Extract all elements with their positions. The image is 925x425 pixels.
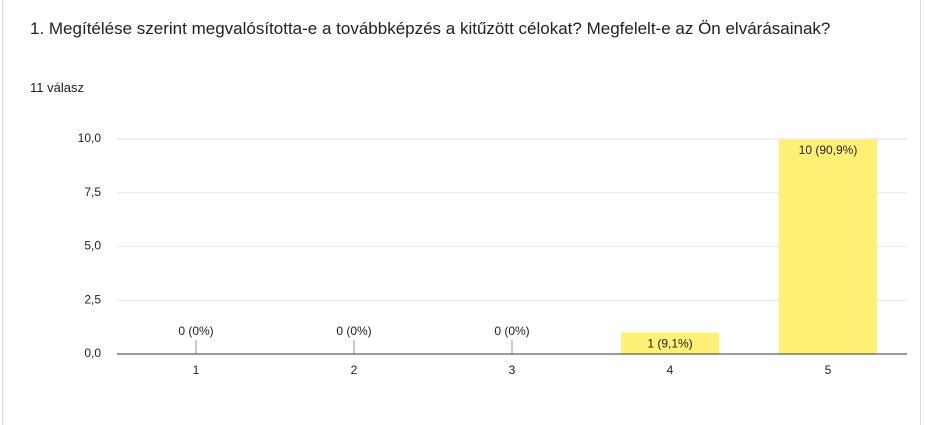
value-label: 0 (0%) (336, 324, 371, 338)
bar (621, 332, 719, 354)
y-tick-label: 5,0 (84, 239, 101, 253)
value-label: 0 (0%) (494, 324, 529, 338)
y-tick-label: 10,0 (78, 131, 102, 145)
bar (779, 139, 877, 354)
x-tick-label: 1 (193, 363, 200, 377)
x-tick-label: 3 (509, 363, 516, 377)
value-label: 10 (90,9%) (799, 143, 858, 157)
x-tick-label: 5 (825, 363, 832, 377)
y-tick-label: 7,5 (84, 185, 101, 199)
value-label: 0 (0%) (178, 324, 213, 338)
question-title: 1. Megítélése szerint megvalósította-e a… (30, 19, 831, 38)
y-tick-label: 2,5 (84, 292, 101, 306)
response-count: 11 válasz (30, 80, 84, 95)
x-tick-label: 2 (351, 363, 358, 377)
value-label: 1 (9,1%) (647, 337, 692, 351)
x-tick-label: 4 (667, 363, 674, 377)
y-tick-label: 0,0 (84, 346, 101, 360)
